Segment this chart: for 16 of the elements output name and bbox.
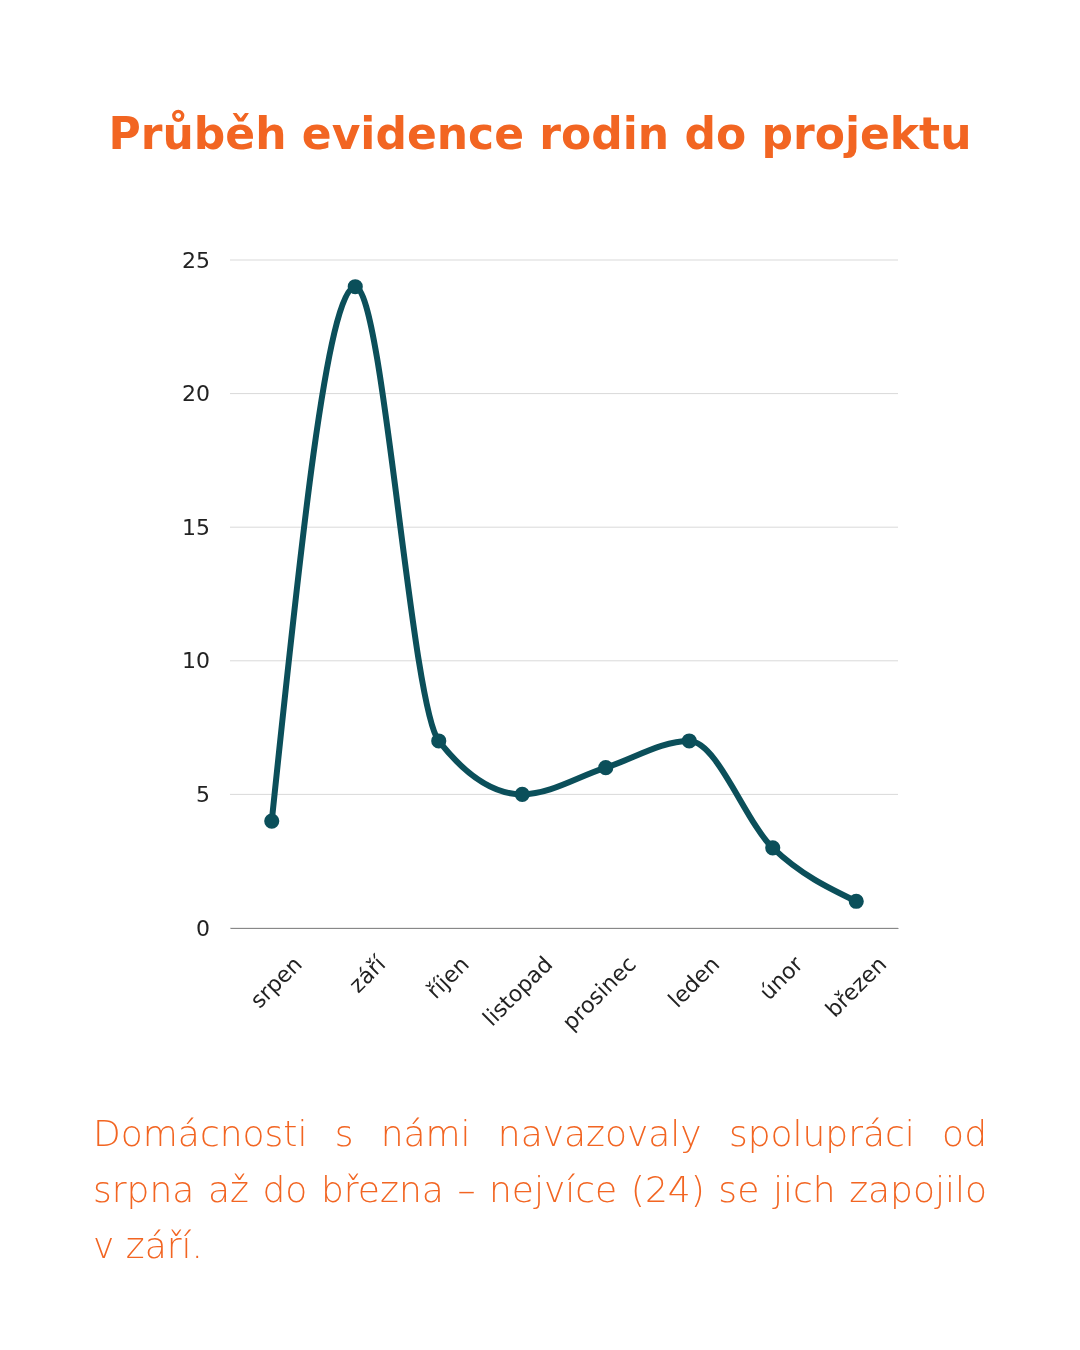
y-tick-label: 25 xyxy=(182,247,210,273)
point xyxy=(681,733,697,749)
point xyxy=(765,840,781,856)
y-tick-label: 15 xyxy=(182,514,210,540)
point xyxy=(514,786,530,802)
y-tick-label: 10 xyxy=(182,648,210,674)
point xyxy=(264,813,280,829)
point xyxy=(347,279,363,295)
y-tick-label: 0 xyxy=(196,915,210,941)
point xyxy=(431,733,447,749)
y-tick-label: 20 xyxy=(182,381,210,407)
y-tick-label: 5 xyxy=(196,781,210,807)
point xyxy=(848,893,864,909)
chart-title: Průběh evidence rodin do projektu xyxy=(107,108,973,159)
point xyxy=(598,760,614,776)
text: Domácnosti s námi navazovaly spolupráci od srpna až do března – nejvíce (24) se jich zapojilo v září. xyxy=(93,1112,987,1268)
